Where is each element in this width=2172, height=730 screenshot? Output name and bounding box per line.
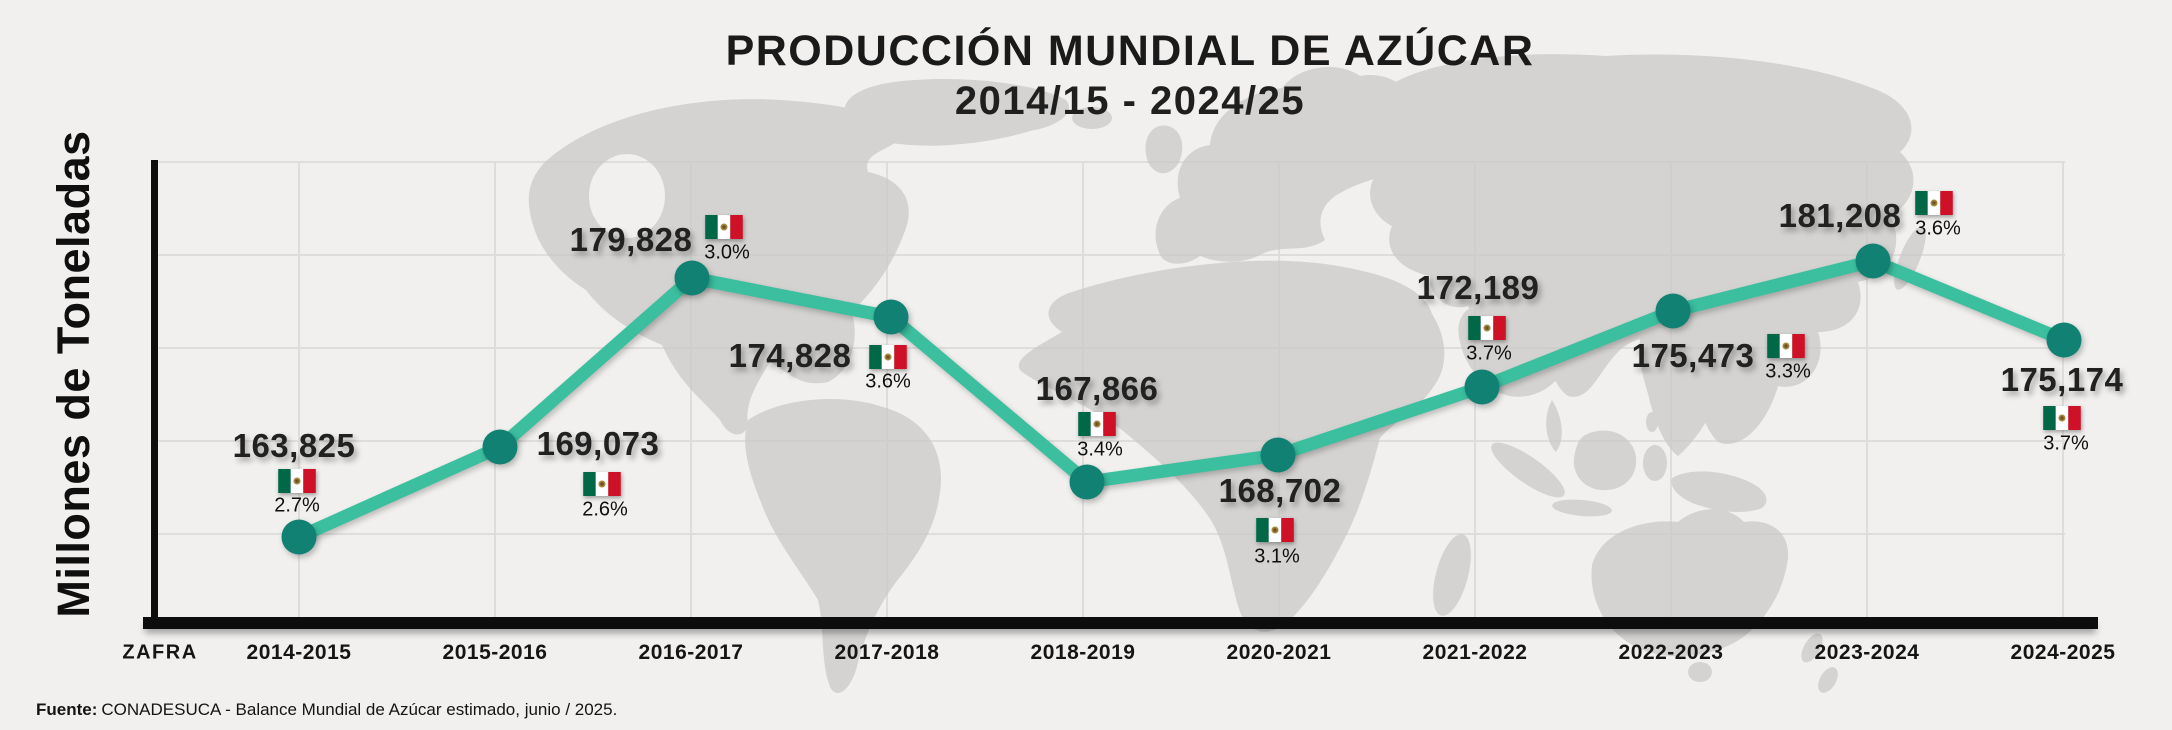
point-value-label: 167,866 (1035, 370, 1159, 407)
mexico-share-label: 3.4% (1077, 438, 1123, 461)
data-point-marker (1069, 464, 1105, 500)
point-value-label: 168,702 (1218, 472, 1342, 509)
mexico-flag (1078, 412, 1116, 436)
mexico-share-label: 3.7% (1466, 342, 1512, 365)
y-axis-label: Millones de Toneladas (48, 130, 99, 618)
mexico-flag-icon (1915, 191, 1953, 215)
x-tick-label: 2014-2015 (246, 641, 352, 664)
mexico-flag-icon (1256, 518, 1294, 542)
mexico-share-label: 2.7% (274, 494, 320, 517)
data-point-markers (281, 243, 2082, 555)
chart-subtitle: 2014/15 - 2024/25 (954, 79, 1306, 123)
mexico-flag (278, 469, 316, 493)
data-point-marker (2046, 322, 2082, 358)
x-tick-label: 2023-2024 (1814, 641, 1920, 664)
mexico-flag (2043, 406, 2081, 430)
mexico-flag (869, 345, 907, 369)
mexico-share-label: 3.7% (2043, 432, 2089, 455)
x-tick-label: 2020-2021 (1226, 641, 1332, 664)
source-text: CONADESUCA - Balance Mundial de Azúcar e… (101, 700, 618, 719)
x-tick-label: 2022-2023 (1618, 641, 1724, 664)
data-point-marker (873, 299, 909, 335)
mexico-share-label: 3.1% (1254, 545, 1300, 568)
y-axis-line (151, 160, 158, 627)
data-point-marker (281, 519, 317, 555)
mexico-share-label: 3.6% (865, 370, 911, 393)
x-tick-label: 2015-2016 (442, 641, 548, 664)
x-axis-title: ZAFRA (122, 641, 198, 664)
data-point-marker (1655, 293, 1691, 329)
data-point-marker (482, 429, 518, 465)
mexico-flag (583, 472, 621, 496)
mexico-flag-icon (1078, 412, 1116, 436)
point-value-label: 175,473 (1631, 337, 1755, 374)
x-tick-label: 2021-2022 (1422, 641, 1528, 664)
source-note: Fuente: CONADESUCA - Balance Mundial de A… (36, 700, 617, 720)
mexico-flag-icon (583, 472, 621, 496)
point-value-label: 163,825 (232, 427, 356, 464)
mexico-flag (1256, 518, 1294, 542)
data-point-marker (1464, 369, 1500, 405)
x-tick-label: 2018-2019 (1030, 641, 1136, 664)
point-value-label: 169,073 (536, 425, 660, 462)
source-prefix: Fuente: (36, 700, 98, 719)
point-value-label: 175,174 (2000, 361, 2124, 398)
mexico-share-label: 2.6% (582, 498, 628, 521)
mexico-share-label: 3.3% (1765, 360, 1811, 383)
x-tick-label: 2024-2025 (2010, 641, 2116, 664)
mexico-flag-icon (705, 215, 743, 239)
mexico-flag (1767, 334, 1805, 358)
data-point-marker (674, 260, 710, 296)
data-point-marker (1855, 243, 1891, 279)
production-trend-line (292, 254, 2071, 544)
point-value-label: 181,208 (1778, 197, 1902, 234)
mexico-flag-icon (1468, 316, 1506, 340)
mexico-share-label: 3.0% (704, 241, 750, 264)
point-value-label: 179,828 (569, 221, 693, 258)
x-tick-label: 2017-2018 (834, 641, 940, 664)
point-value-label: 172,189 (1416, 269, 1540, 306)
mexico-flag (1468, 316, 1506, 340)
chart-title: PRODUCCIÓN MUNDIAL DE AZÚCAR (725, 27, 1535, 75)
x-axis-line (143, 617, 2098, 629)
point-value-label: 174,828 (728, 337, 852, 374)
mexico-flag (1915, 191, 1953, 215)
gridlines (157, 161, 2065, 619)
mexico-flag-icon (278, 469, 316, 493)
mexico-flag-icon (2043, 406, 2081, 430)
mexico-share-label: 3.6% (1915, 217, 1961, 240)
mexico-flag-icon (869, 345, 907, 369)
mexico-flag-icon (1767, 334, 1805, 358)
mexico-flag (705, 215, 743, 239)
x-tick-label: 2016-2017 (638, 641, 744, 664)
data-point-marker (1260, 437, 1296, 473)
